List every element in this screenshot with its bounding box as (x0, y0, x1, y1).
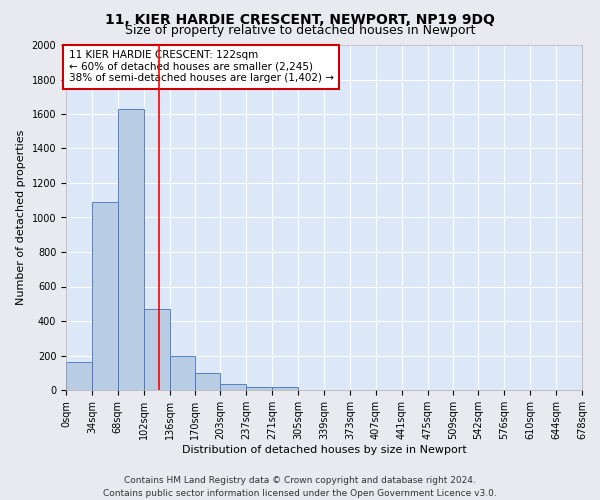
Text: Contains HM Land Registry data © Crown copyright and database right 2024.
Contai: Contains HM Land Registry data © Crown c… (103, 476, 497, 498)
Bar (170, 356, 196, 390)
Y-axis label: Number of detached properties: Number of detached properties (16, 130, 26, 305)
Bar (196, 373, 220, 390)
Bar (143, 309, 170, 390)
Bar (118, 109, 143, 390)
Bar (66, 362, 92, 390)
Text: Size of property relative to detached houses in Newport: Size of property relative to detached ho… (125, 24, 475, 37)
Bar (92, 202, 118, 390)
Text: 11, KIER HARDIE CRESCENT, NEWPORT, NP19 9DQ: 11, KIER HARDIE CRESCENT, NEWPORT, NP19 … (105, 12, 495, 26)
X-axis label: Distribution of detached houses by size in Newport: Distribution of detached houses by size … (182, 444, 466, 454)
Bar (247, 386, 272, 390)
Text: 11 KIER HARDIE CRESCENT: 122sqm
← 60% of detached houses are smaller (2,245)
38%: 11 KIER HARDIE CRESCENT: 122sqm ← 60% of… (68, 50, 334, 84)
Bar (272, 388, 298, 390)
Bar (220, 384, 247, 390)
